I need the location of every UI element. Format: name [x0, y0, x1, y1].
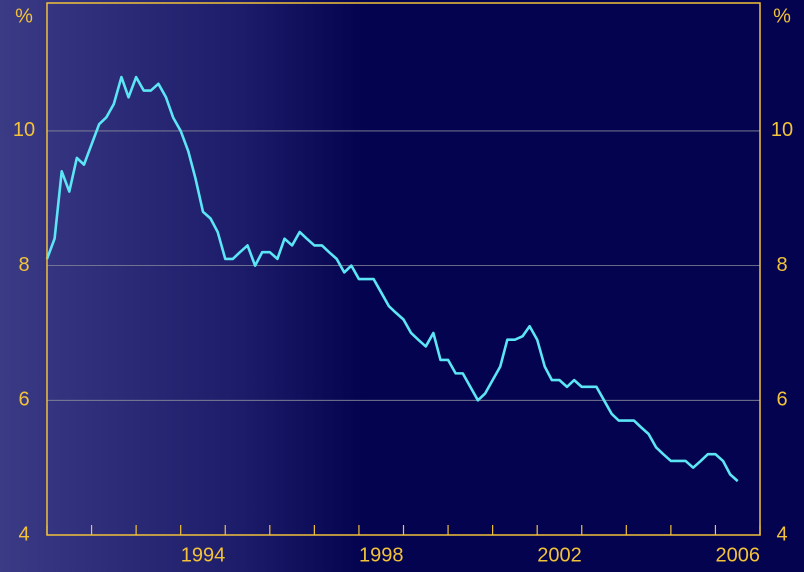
x-tick-label: 1998	[359, 544, 404, 566]
y-unit-left: %	[15, 5, 33, 27]
y2-tick-label: 4	[776, 523, 787, 545]
plot	[45, 75, 739, 483]
y2-tick-label: 6	[776, 389, 787, 411]
y-tick-label: 10	[13, 119, 35, 141]
y-unit-right: %	[773, 5, 791, 27]
y2-tick-label: 8	[776, 254, 787, 276]
x-tick-label: 2002	[537, 544, 582, 566]
y-tick-label: 6	[18, 389, 29, 411]
grid	[47, 130, 760, 401]
series-line	[45, 75, 739, 483]
y2-tick-label: 10	[771, 119, 793, 141]
x-tick-label: 2006	[715, 544, 760, 566]
y-tick-label: 4	[18, 523, 29, 545]
y-tick-label: 8	[18, 254, 29, 276]
x-tick-label: 1994	[181, 544, 226, 566]
